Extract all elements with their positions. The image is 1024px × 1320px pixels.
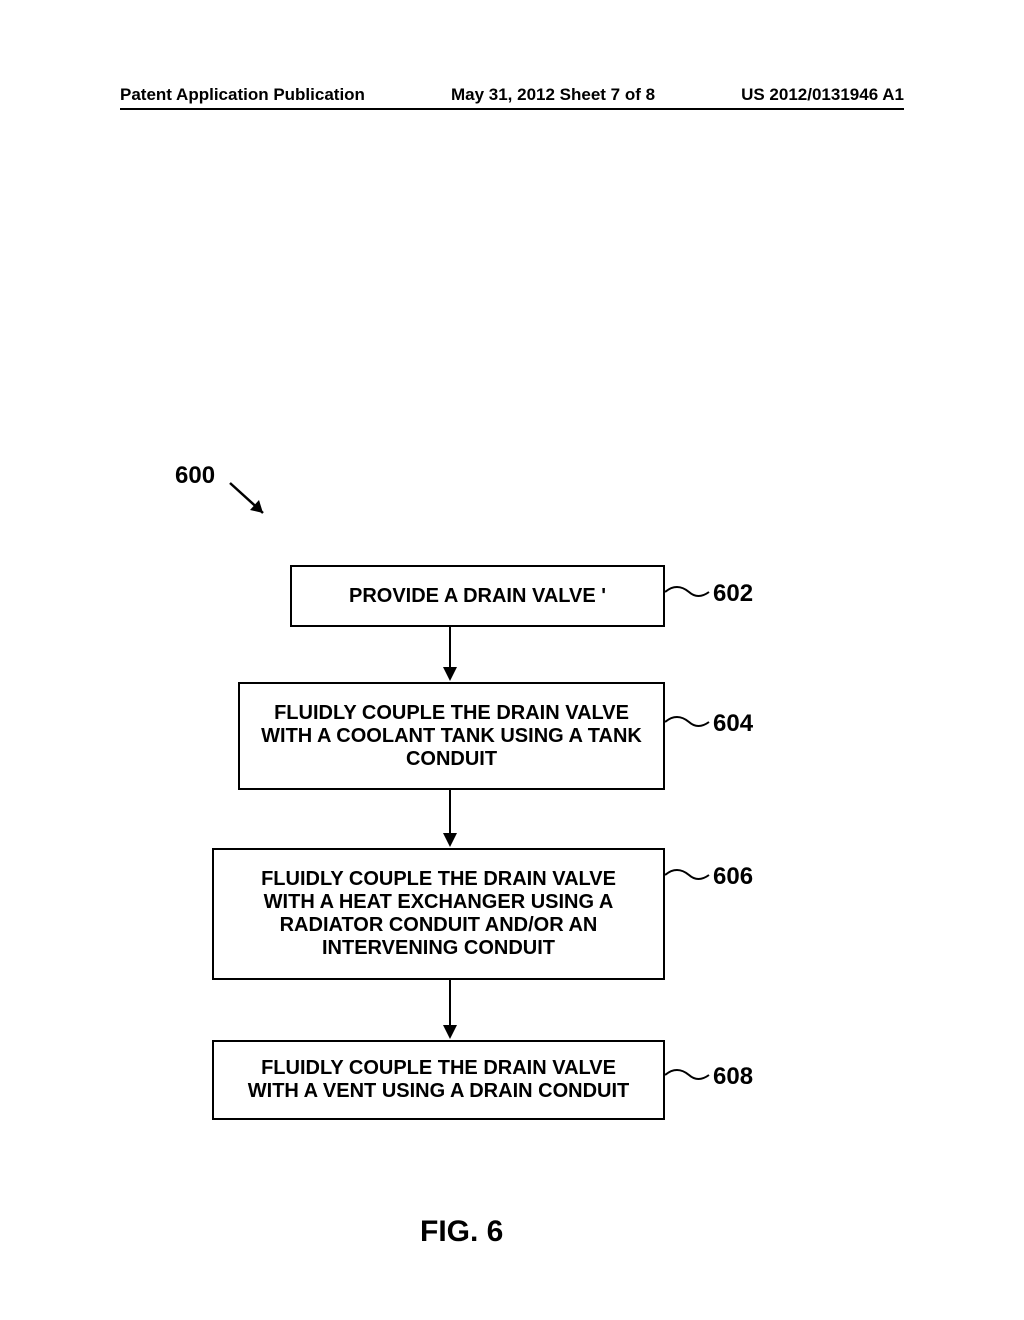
header-right: US 2012/0131946 A1: [741, 85, 904, 105]
ref-600-label: 600: [175, 462, 215, 490]
flowchart-box-606: FLUIDLY COUPLE THE DRAIN VALVE WITH A HE…: [212, 848, 665, 980]
connector-608: [665, 1061, 710, 1091]
ref-602-label: 602: [713, 580, 753, 608]
ref-602-text: 602: [713, 580, 753, 607]
ref-604-text: 604: [713, 710, 753, 737]
flowchart-box-604: FLUIDLY COUPLE THE DRAIN VALVE WITH A CO…: [238, 682, 665, 790]
ref-600-arrow: [225, 478, 285, 528]
patent-header: Patent Application Publication May 31, 2…: [0, 85, 1024, 105]
header-divider: [120, 108, 904, 110]
connector-606: [665, 861, 710, 891]
ref-606-label: 606: [713, 863, 753, 891]
flow-arrow-3: [442, 980, 458, 1040]
ref-606-text: 606: [713, 863, 753, 890]
ref-608-label: 608: [713, 1063, 753, 1091]
box-602-text: PROVIDE A DRAIN VALVE ': [349, 585, 606, 608]
flowchart-box-602: PROVIDE A DRAIN VALVE ': [290, 565, 665, 627]
flowchart-box-608: FLUIDLY COUPLE THE DRAIN VALVE WITH A VE…: [212, 1040, 665, 1120]
connector-604: [665, 708, 710, 738]
header-left: Patent Application Publication: [120, 85, 365, 105]
box-608-text: FLUIDLY COUPLE THE DRAIN VALVE WITH A VE…: [234, 1057, 643, 1103]
ref-604-label: 604: [713, 710, 753, 738]
flow-arrow-2: [442, 790, 458, 848]
figure-label: FIG. 6: [420, 1215, 503, 1249]
ref-608-text: 608: [713, 1063, 753, 1090]
connector-602: [665, 578, 710, 608]
flow-arrow-1: [442, 627, 458, 682]
header-center: May 31, 2012 Sheet 7 of 8: [451, 85, 655, 105]
ref-600-text: 600: [175, 462, 215, 489]
figure-label-text: FIG. 6: [420, 1215, 503, 1248]
box-604-text: FLUIDLY COUPLE THE DRAIN VALVE WITH A CO…: [260, 702, 643, 771]
box-606-text: FLUIDLY COUPLE THE DRAIN VALVE WITH A HE…: [234, 868, 643, 960]
